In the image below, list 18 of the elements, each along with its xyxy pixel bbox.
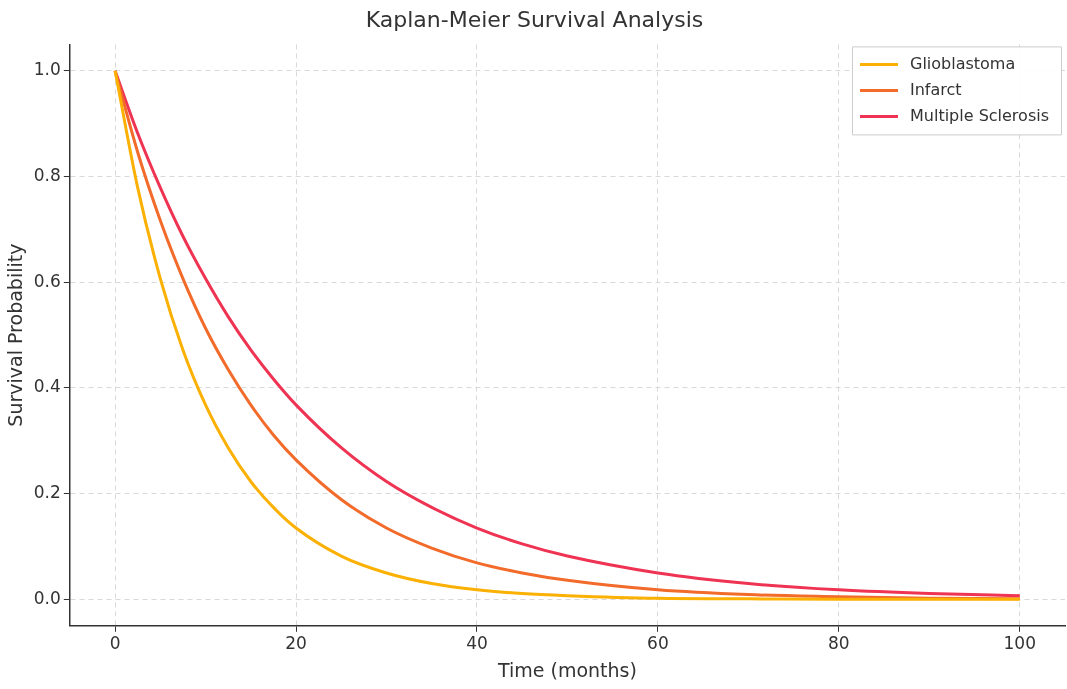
x-tick-label: 80 xyxy=(828,633,850,654)
x-tick-label: 20 xyxy=(285,633,307,654)
x-axis-title: Time (months) xyxy=(496,658,637,681)
y-tick-label: 1.0 xyxy=(33,59,61,80)
legend-label: Multiple Sclerosis xyxy=(909,105,1049,125)
chart-title: Kaplan-Meier Survival Analysis xyxy=(365,6,704,32)
legend-label: Glioblastoma xyxy=(909,53,1016,73)
x-tick-label: 60 xyxy=(647,633,669,654)
y-tick-label: 0.0 xyxy=(33,587,61,608)
x-tick-label: 0 xyxy=(109,633,121,654)
legend-label: Infarct xyxy=(909,79,962,99)
x-tick-label: 40 xyxy=(466,633,488,654)
y-tick-label: 0.4 xyxy=(33,376,61,397)
y-tick-label: 0.6 xyxy=(33,270,61,291)
y-tick-label: 0.8 xyxy=(33,164,61,185)
y-tick-label: 0.2 xyxy=(33,482,61,503)
y-axis-title: Survival Probability xyxy=(4,243,27,427)
x-tick-label: 100 xyxy=(1003,633,1036,654)
